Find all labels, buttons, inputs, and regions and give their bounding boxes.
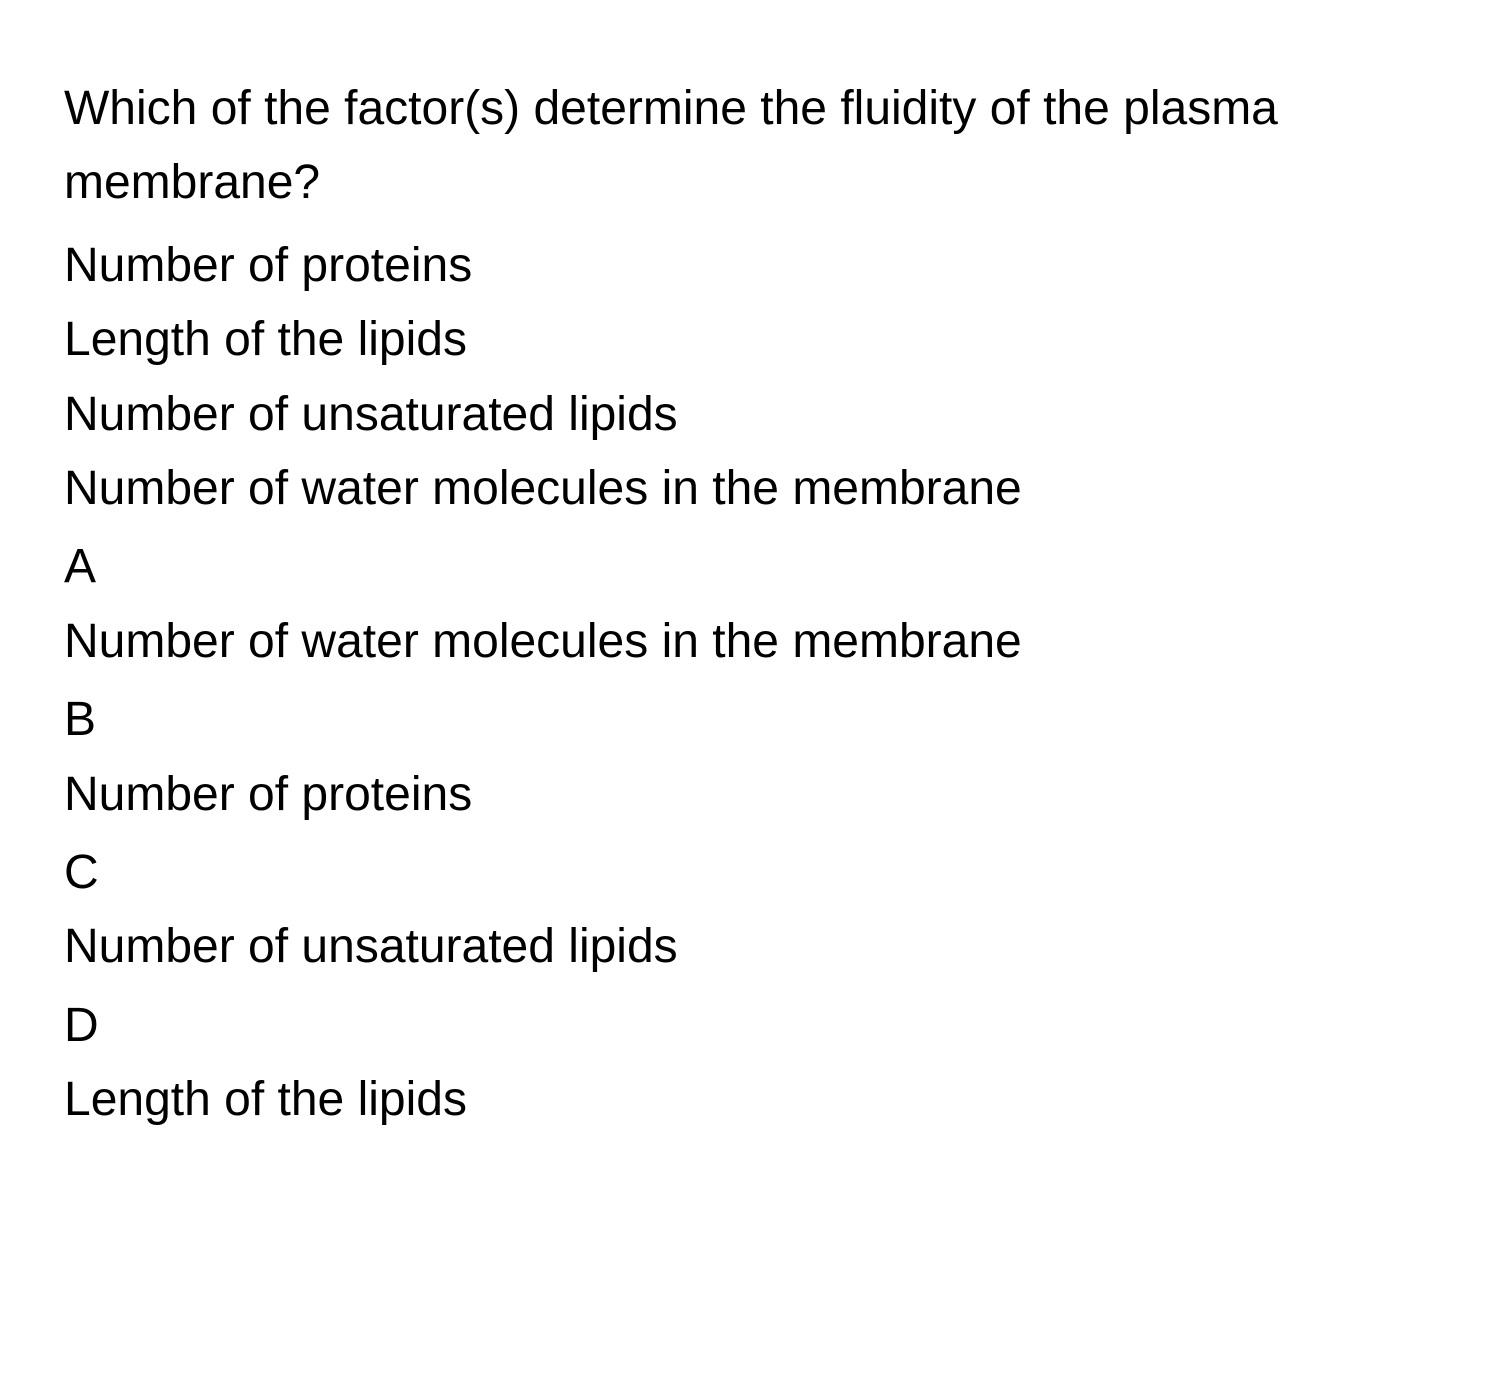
question-prompt: Which of the factor(s) determine the flu… <box>64 72 1436 221</box>
option-letter-a[interactable]: A <box>64 530 1436 604</box>
factor-item: Length of the lipids <box>64 303 1436 377</box>
option-letter-b[interactable]: B <box>64 683 1436 757</box>
factor-item: Number of unsaturated lipids <box>64 378 1436 452</box>
option-text-c: Number of unsaturated lipids <box>64 910 1436 984</box>
factor-item: Number of proteins <box>64 229 1436 303</box>
option-letter-d[interactable]: D <box>64 989 1436 1063</box>
option-text-d: Length of the lipids <box>64 1063 1436 1137</box>
option-letter-c[interactable]: C <box>64 836 1436 910</box>
option-text-a: Number of water molecules in the membran… <box>64 605 1436 679</box>
option-text-b: Number of proteins <box>64 758 1436 832</box>
factor-item: Number of water molecules in the membran… <box>64 452 1436 526</box>
